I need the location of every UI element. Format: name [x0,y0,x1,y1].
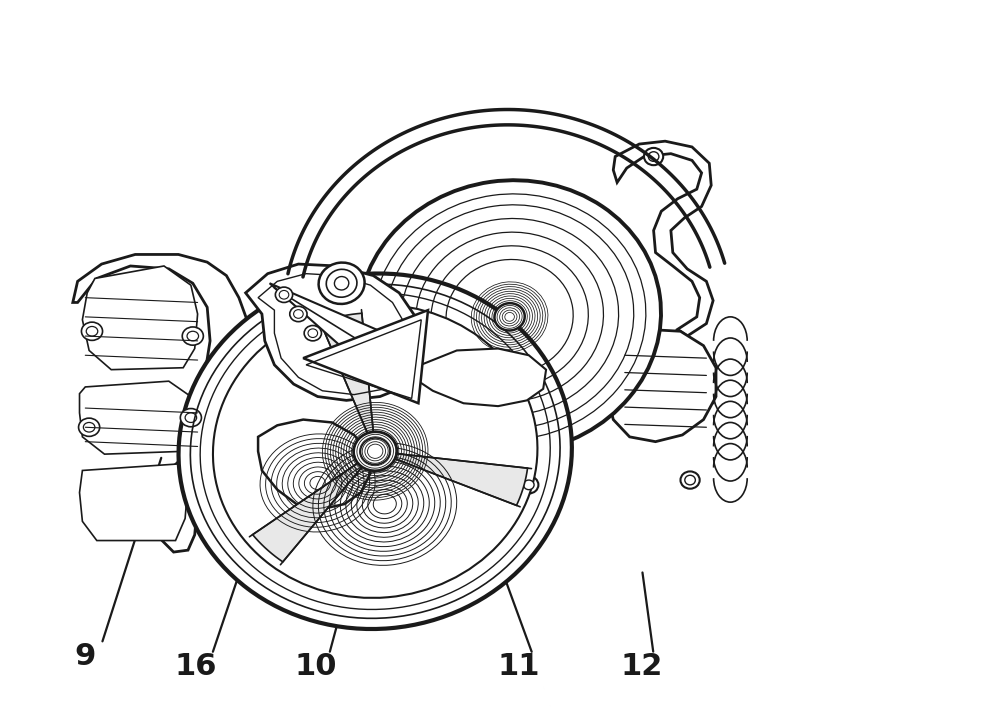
Ellipse shape [275,287,293,302]
Ellipse shape [644,148,663,165]
Polygon shape [80,463,188,541]
Polygon shape [414,348,546,406]
Polygon shape [303,310,428,403]
Ellipse shape [319,262,365,304]
Polygon shape [385,453,528,505]
Ellipse shape [81,322,103,341]
Text: 11: 11 [498,652,540,681]
Ellipse shape [524,480,534,489]
Ellipse shape [648,152,659,161]
Ellipse shape [182,327,203,345]
Ellipse shape [185,413,197,422]
Ellipse shape [685,475,695,485]
Ellipse shape [494,303,525,330]
Ellipse shape [354,432,397,471]
Text: 16: 16 [174,652,217,681]
Polygon shape [253,457,369,562]
Ellipse shape [86,327,98,336]
Ellipse shape [213,304,537,598]
Ellipse shape [680,471,700,489]
Ellipse shape [179,273,572,629]
Polygon shape [80,381,193,454]
Ellipse shape [334,276,349,290]
Ellipse shape [180,408,201,427]
Polygon shape [608,330,716,442]
Ellipse shape [358,180,661,453]
Ellipse shape [83,422,95,432]
Polygon shape [73,254,262,552]
Ellipse shape [308,329,318,338]
Ellipse shape [360,438,390,465]
Polygon shape [527,341,627,425]
Polygon shape [270,283,414,393]
Text: 10: 10 [294,652,337,681]
Ellipse shape [187,331,199,341]
Ellipse shape [304,325,321,341]
Polygon shape [613,141,713,336]
Polygon shape [246,264,423,401]
Polygon shape [320,313,374,442]
Text: 12: 12 [621,652,663,681]
Ellipse shape [519,476,538,494]
Polygon shape [258,419,370,509]
Ellipse shape [294,309,303,318]
Ellipse shape [79,418,100,437]
Ellipse shape [290,307,307,322]
Text: 9: 9 [75,642,96,671]
Polygon shape [82,266,198,369]
Ellipse shape [326,269,357,297]
Ellipse shape [279,291,289,299]
